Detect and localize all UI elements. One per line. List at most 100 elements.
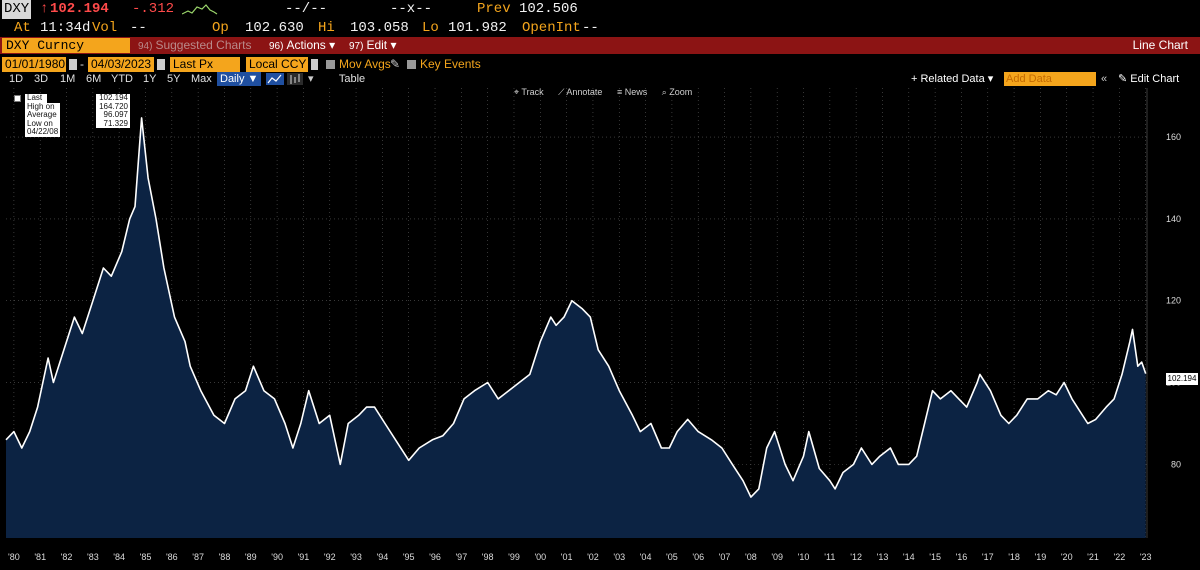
chevron-down-icon: ▾: [390, 38, 397, 52]
last-price: 102.194: [50, 1, 109, 17]
x-tick-label: '22: [1113, 552, 1125, 562]
x-tick-label: '05: [666, 552, 678, 562]
x-tick-label: '94: [377, 552, 389, 562]
period-1d[interactable]: 1D: [9, 73, 24, 85]
x-tick-label: '10: [798, 552, 810, 562]
period-max[interactable]: Max: [191, 73, 212, 85]
x-tick-label: '90: [271, 552, 283, 562]
key-events-checkbox[interactable]: [407, 60, 416, 69]
x-tick-label: '85: [140, 552, 152, 562]
x-tick-label: '19: [1035, 552, 1047, 562]
open-label: Op: [212, 20, 229, 36]
key-events-label[interactable]: Key Events: [420, 57, 481, 71]
edit-label: Edit: [366, 38, 388, 52]
high-value: 103.058: [350, 20, 409, 36]
series-line: [5, 117, 1147, 498]
annotate-tool[interactable]: ⟋ Annotate: [558, 87, 603, 97]
ticker-header: DXY ↑ 102.194 -.312 --/-- --x-- Prev 102…: [0, 0, 1200, 19]
period-6m[interactable]: 6M: [86, 73, 102, 85]
edit-chart-button[interactable]: ✎ Edit Chart: [1118, 73, 1180, 85]
blank-field-1: --/--: [285, 1, 328, 17]
actions-label: Actions: [286, 38, 326, 52]
calendar-icon[interactable]: [157, 59, 165, 70]
period-5y[interactable]: 5Y: [167, 73, 181, 85]
legend-value: 164.720: [96, 102, 130, 111]
blank-field-2: --x--: [390, 1, 433, 17]
pencil-icon[interactable]: ✎: [390, 57, 401, 71]
x-tick-label: '13: [877, 552, 889, 562]
x-tick-label: '92: [324, 552, 336, 562]
x-tick-label: '23: [1140, 552, 1152, 562]
x-tick-label: '95: [403, 552, 415, 562]
line-chart[interactable]: '80 '81 '82 '83 '84 '85 '86 '87 '88 '89 '90 '91 '92 '…: [0, 86, 1200, 570]
view-title: Line Chart: [1132, 38, 1188, 52]
legend-name: Low on 04/22/08: [25, 118, 61, 137]
last-value-tag: 102.194: [1166, 373, 1198, 385]
currency-select[interactable]: Local CCY: [246, 57, 308, 72]
collapse-icon[interactable]: «: [1101, 73, 1108, 85]
legend-value: 96.097: [96, 110, 130, 120]
start-date-input[interactable]: 01/01/1980: [2, 57, 66, 72]
track-tool[interactable]: ⌖ Track: [514, 87, 544, 97]
period-selector: 1D 3D 1M 6M YTD 1Y 5Y Max Daily ▼ ▾ Tabl…: [0, 72, 1200, 86]
dropdown-icon[interactable]: [311, 59, 318, 70]
mov-avgs-checkbox[interactable]: [326, 60, 335, 69]
x-tick-label: '97: [455, 552, 467, 562]
security-field[interactable]: DXY Curncy: [2, 38, 130, 53]
line-chart-icon[interactable]: [266, 73, 284, 85]
period-1m[interactable]: 1M: [60, 73, 76, 85]
legend-value: 71.329: [96, 119, 130, 128]
period-options[interactable]: ▾: [308, 73, 314, 85]
x-tick-label: '93: [350, 552, 362, 562]
x-tick-label: '96: [429, 552, 441, 562]
ticker-symbol[interactable]: DXY: [2, 0, 32, 19]
x-tick-label: '83: [87, 552, 99, 562]
related-data-button[interactable]: + Related Data ▾: [911, 73, 994, 85]
calendar-icon[interactable]: [69, 59, 77, 70]
zoom-tool[interactable]: ⌕ Zoom: [661, 87, 693, 97]
x-tick-label: '06: [692, 552, 704, 562]
x-tick-label: '09: [771, 552, 783, 562]
news-tool[interactable]: ≡ News: [616, 87, 648, 97]
low-value: 101.982: [448, 20, 507, 36]
suggested-number: 94): [138, 41, 153, 52]
low-label: Lo: [422, 20, 439, 36]
period-ytd[interactable]: YTD: [111, 73, 133, 85]
x-tick-label: '00: [534, 552, 546, 562]
sparkline-icon: [182, 4, 218, 15]
legend-swatch[interactable]: [14, 95, 21, 102]
x-tick-label: '20: [1061, 552, 1073, 562]
chevron-down-icon: ▾: [329, 38, 336, 52]
y-tick-label: 160: [1166, 132, 1181, 142]
x-tick-label: '01: [561, 552, 573, 562]
x-tick-label: '98: [482, 552, 494, 562]
vol-label: Vol: [92, 20, 118, 36]
period-3d[interactable]: 3D: [34, 73, 49, 85]
add-data-input[interactable]: Add Data: [1004, 72, 1096, 86]
high-label: Hi: [318, 20, 335, 36]
price-field-select[interactable]: Last Px: [170, 57, 240, 72]
x-tick-label: '08: [745, 552, 757, 562]
date-separator: -: [80, 57, 84, 71]
x-tick-label: '15: [929, 552, 941, 562]
vol-value: --: [130, 20, 147, 36]
mov-avgs-label[interactable]: Mov Avgs: [339, 57, 391, 71]
edit-menu[interactable]: 97) Edit ▾: [345, 38, 401, 53]
x-tick-label: '21: [1087, 552, 1099, 562]
suggested-charts-menu[interactable]: 94) Suggested Charts: [134, 38, 256, 53]
legend-value: 102.194: [96, 93, 130, 103]
frequency-select[interactable]: Daily ▼: [217, 72, 261, 86]
actions-menu[interactable]: 96) Actions ▾: [265, 38, 339, 53]
openint-value: --: [582, 20, 599, 36]
legend-name: Average: [25, 110, 59, 120]
x-tick-label: '07: [719, 552, 731, 562]
end-date-input[interactable]: 04/03/2023: [88, 57, 154, 72]
x-tick-label: '82: [61, 552, 73, 562]
x-tick-label: '87: [192, 552, 204, 562]
x-tick-label: '81: [34, 552, 46, 562]
x-tick-label: '86: [166, 552, 178, 562]
period-1y[interactable]: 1Y: [143, 73, 157, 85]
bar-chart-icon[interactable]: [287, 73, 303, 85]
table-button[interactable]: Table: [338, 73, 366, 85]
x-tick-label: '16: [956, 552, 968, 562]
